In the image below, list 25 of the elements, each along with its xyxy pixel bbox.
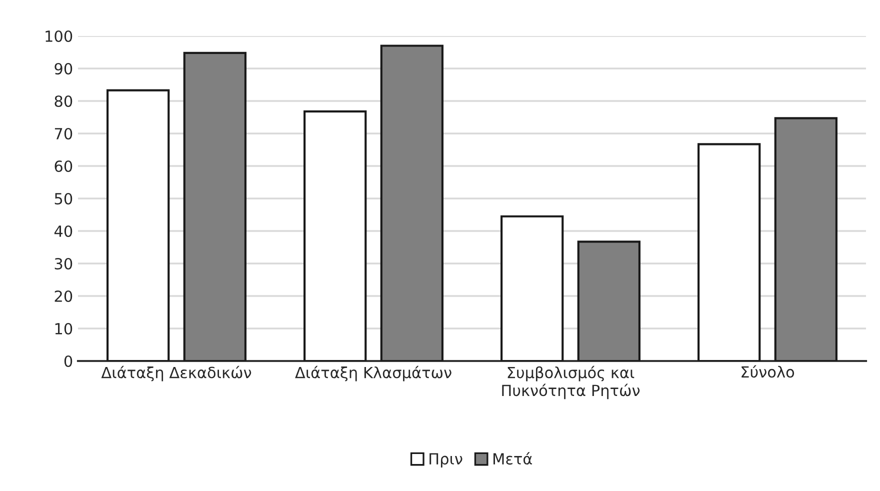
bar xyxy=(577,240,640,361)
y-tick-label: 90 xyxy=(54,62,72,75)
bar xyxy=(698,143,761,361)
x-tick-label: Διάταξη Κλασμάτων xyxy=(295,366,452,382)
y-tick-label: 30 xyxy=(54,258,72,270)
y-tick-label: 60 xyxy=(54,160,72,172)
y-tick-label: 10 xyxy=(55,322,72,335)
y-tick-label: 100 xyxy=(46,30,72,42)
bar xyxy=(183,52,246,361)
x-tick-label: Διάταξη Δεκαδικών xyxy=(101,366,252,382)
y-tick-label: 80 xyxy=(54,95,72,108)
bar xyxy=(304,110,367,361)
x-tick-label: Συμβολισμός και Πυκνότητα Ρητών xyxy=(502,366,640,400)
y-tick-label: 20 xyxy=(54,290,72,302)
bar xyxy=(774,117,838,361)
bar xyxy=(106,89,170,361)
y-tick-label: 70 xyxy=(54,128,72,140)
y-tick-label: 50 xyxy=(54,192,72,205)
y-tick-label: 0 xyxy=(64,355,72,368)
legend-label: Μετά xyxy=(494,452,532,465)
bar xyxy=(500,215,564,361)
y-tick-label: 40 xyxy=(54,225,72,238)
legend-label: Πριν xyxy=(430,453,462,468)
bar xyxy=(380,44,444,361)
x-tick-label: Σύνολο xyxy=(742,365,794,378)
